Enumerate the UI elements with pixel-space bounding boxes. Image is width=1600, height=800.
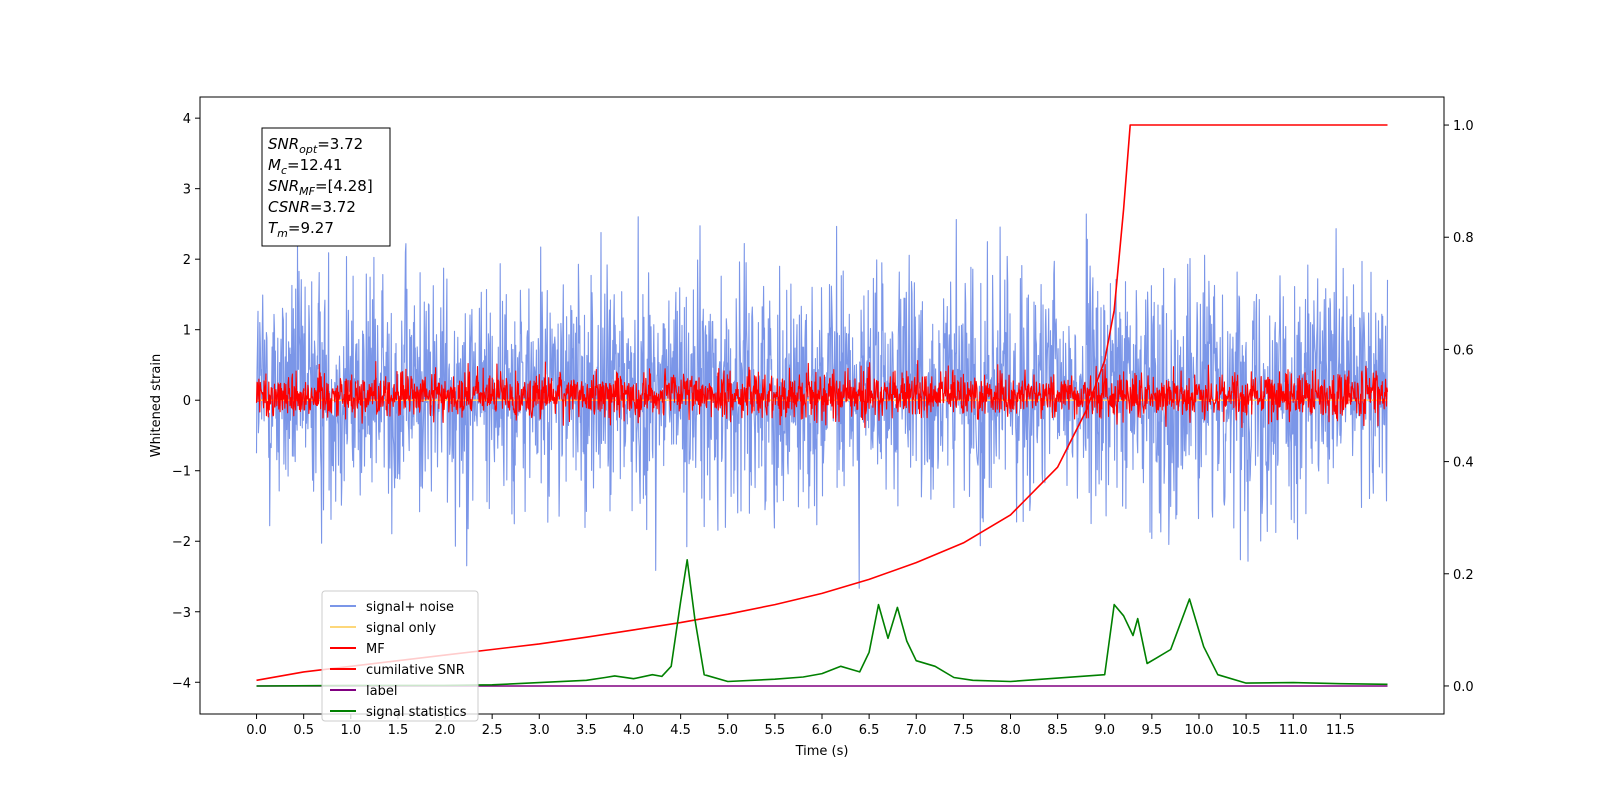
x-tick-label: 9.0 (1094, 723, 1115, 738)
legend-frame (321, 590, 479, 722)
x-tick-label: 8.0 (1000, 723, 1021, 738)
x-tick-label: 2.5 (482, 723, 503, 738)
x-tick-label: 0.0 (246, 723, 267, 738)
annotation-line: SNRMF=[4.28] (268, 177, 373, 198)
annotation-symbol: M (268, 156, 281, 174)
y-tick-label: 2 (183, 253, 191, 268)
x-tick-label: 6.5 (859, 723, 880, 738)
x-tick-label: 5.0 (717, 723, 738, 738)
y2-axis: 1.0 0.8 0.6 0.4 0.2 0.0 (1444, 119, 1474, 695)
y-axis-title: Whitened strain (149, 354, 164, 457)
y-tick-label: 3 (183, 183, 191, 198)
x-axis: 0.0 0.5 1.0 1.5 2.0 2.5 3.0 3.5 4.0 4.5 5.0 5.5 6.0 6… (246, 714, 1355, 738)
annotation-frame (261, 127, 391, 247)
annotation-subscript: opt (299, 143, 318, 156)
y-tick-label: −1 (172, 465, 191, 480)
legend-label: cumilative SNR (366, 663, 465, 678)
x-tick-label: 3.5 (576, 723, 597, 738)
annotation-symbol: SNR (268, 135, 299, 153)
annotation-value: =9.27 (288, 219, 334, 237)
x-tick-label: 1.0 (340, 723, 361, 738)
y-tick-label: −4 (172, 676, 191, 691)
y2-tick-label: 0.8 (1453, 231, 1474, 246)
y-tick-label: 4 (183, 112, 191, 127)
y2-tick-label: 0.2 (1453, 568, 1474, 583)
y-axis: 4 3 2 1 0 −1 −2 −3 −4 (172, 112, 200, 691)
annotation-line: CSNR=3.72 (268, 198, 356, 216)
y2-tick-label: 0.6 (1453, 343, 1474, 358)
y2-tick-label: 0.0 (1453, 680, 1474, 695)
annotation-value: =3.72 (317, 135, 363, 153)
x-tick-label: 4.5 (670, 723, 691, 738)
x-tick-label: 2.0 (435, 723, 456, 738)
x-tick-label: 7.5 (953, 723, 974, 738)
x-tick-label: 5.5 (765, 723, 786, 738)
series-signal-statistics (256, 559, 1388, 687)
annotation-value: =[4.28] (315, 177, 373, 195)
x-tick-label: 6.0 (812, 723, 833, 738)
annotation-symbol: CSNR (268, 198, 310, 216)
y-tick-label: −2 (172, 535, 191, 550)
x-tick-label: 7.0 (906, 723, 927, 738)
legend-label: signal only (366, 621, 436, 636)
x-axis-title: Time (s) (795, 744, 849, 759)
x-tick-label: 10.0 (1184, 723, 1213, 738)
annotation-subscript: m (277, 227, 288, 240)
x-tick-label: 4.0 (623, 723, 644, 738)
x-tick-label: 8.5 (1047, 723, 1068, 738)
x-tick-label: 1.5 (388, 723, 409, 738)
legend-label: label (366, 684, 397, 699)
annotation-symbol: T (268, 219, 279, 237)
y-tick-label: −3 (172, 606, 191, 621)
annotation-value: =12.41 (287, 156, 343, 174)
y2-tick-label: 1.0 (1453, 119, 1474, 134)
x-tick-label: 9.5 (1142, 723, 1163, 738)
annotation-line: Mc=12.41 (268, 156, 343, 177)
annotation-value: =3.72 (310, 198, 356, 216)
x-tick-label: 11.5 (1326, 723, 1355, 738)
annotation-subscript: c (281, 164, 287, 177)
stats-annotation-box: SNRopt=3.72Mc=12.41SNRMF=[4.28]CSNR=3.72… (261, 127, 391, 247)
x-tick-label: 11.0 (1279, 723, 1308, 738)
annotation-line: Tm=9.27 (268, 219, 334, 240)
y-tick-label: 0 (183, 394, 191, 409)
x-tick-label: 3.0 (529, 723, 550, 738)
legend-label: signal+ noise (366, 600, 454, 615)
annotation-line: SNRopt=3.72 (268, 135, 363, 156)
annotation-symbol: SNR (268, 177, 299, 195)
legend: signal+ noise signal only MF cumilative SNR… (321, 590, 479, 722)
annotation-subscript: MF (299, 185, 315, 198)
y-tick-label: 1 (183, 324, 191, 339)
legend-label: MF (366, 642, 385, 657)
x-tick-label: 10.5 (1232, 723, 1261, 738)
legend-label: signal statistics (366, 705, 467, 720)
x-tick-label: 0.5 (293, 723, 314, 738)
y2-tick-label: 0.4 (1453, 456, 1474, 471)
series-mf (255, 359, 1389, 429)
